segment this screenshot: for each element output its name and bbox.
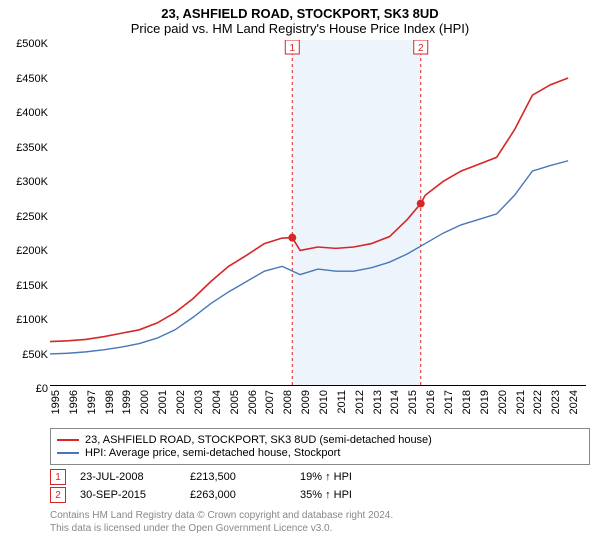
- x-tick-label: 2014: [389, 390, 401, 414]
- y-axis: £0£50K£100K£150K£200K£250K£300K£350K£400…: [0, 44, 48, 389]
- y-tick-label: £450K: [0, 73, 48, 85]
- x-tick-label: 2000: [139, 390, 151, 414]
- x-tick-label: 2024: [568, 390, 580, 414]
- x-tick-label: 1998: [104, 390, 116, 414]
- legend-swatch-2: [57, 452, 79, 454]
- sale-marker-box: 2: [50, 487, 66, 503]
- sales-row: 1 23-JUL-2008 £213,500 19% ↑ HPI: [50, 469, 600, 485]
- x-tick-label: 2017: [443, 390, 455, 414]
- x-tick-label: 2007: [264, 390, 276, 414]
- attribution-line1: Contains HM Land Registry data © Crown c…: [50, 509, 600, 522]
- y-tick-label: £500K: [0, 38, 48, 50]
- x-tick-label: 2011: [336, 390, 348, 414]
- x-tick-label: 2015: [407, 390, 419, 414]
- sales-row: 2 30-SEP-2015 £263,000 35% ↑ HPI: [50, 487, 600, 503]
- x-tick-label: 2001: [157, 390, 169, 414]
- svg-text:1: 1: [289, 43, 295, 54]
- legend-label-2: HPI: Average price, semi-detached house,…: [85, 447, 340, 459]
- legend-row-2: HPI: Average price, semi-detached house,…: [57, 447, 583, 459]
- y-tick-label: £300K: [0, 176, 48, 188]
- x-tick-label: 2019: [479, 390, 491, 414]
- sale-marker-box: 1: [50, 469, 66, 485]
- sales-table: 1 23-JUL-2008 £213,500 19% ↑ HPI 2 30-SE…: [50, 469, 600, 503]
- x-tick-label: 2003: [193, 390, 205, 414]
- x-tick-label: 1995: [50, 390, 62, 414]
- legend-label-1: 23, ASHFIELD ROAD, STOCKPORT, SK3 8UD (s…: [85, 434, 432, 446]
- chart-svg: 12: [50, 40, 586, 385]
- x-tick-label: 2004: [211, 390, 223, 414]
- y-tick-label: £350K: [0, 142, 48, 154]
- x-tick-label: 2005: [229, 390, 241, 414]
- x-tick-label: 2006: [247, 390, 259, 414]
- sale-price: £263,000: [190, 489, 300, 501]
- x-tick-label: 2023: [550, 390, 562, 414]
- attribution: Contains HM Land Registry data © Crown c…: [50, 509, 600, 535]
- legend-swatch-1: [57, 439, 79, 441]
- y-tick-label: £200K: [0, 245, 48, 257]
- chart-plot-area: 12: [50, 40, 586, 386]
- x-tick-label: 2002: [175, 390, 187, 414]
- y-tick-label: £250K: [0, 211, 48, 223]
- x-tick-label: 2008: [282, 390, 294, 414]
- x-tick-label: 2022: [532, 390, 544, 414]
- x-axis: 1995 1996 1997 1998 1999 2000 2001 2002 2003 2004…: [50, 386, 586, 426]
- x-tick-label: 1997: [86, 390, 98, 414]
- y-tick-label: £100K: [0, 314, 48, 326]
- y-tick-label: £50K: [0, 349, 48, 361]
- sale-delta: 19% ↑ HPI: [300, 471, 410, 483]
- x-tick-label: 2021: [515, 390, 527, 414]
- svg-text:2: 2: [418, 43, 424, 54]
- y-tick-label: £400K: [0, 107, 48, 119]
- sale-delta: 35% ↑ HPI: [300, 489, 410, 501]
- sale-date: 30-SEP-2015: [80, 489, 190, 501]
- attribution-line2: This data is licensed under the Open Gov…: [50, 522, 600, 535]
- legend: 23, ASHFIELD ROAD, STOCKPORT, SK3 8UD (s…: [50, 428, 590, 465]
- legend-row-1: 23, ASHFIELD ROAD, STOCKPORT, SK3 8UD (s…: [57, 434, 583, 446]
- y-tick-label: £150K: [0, 280, 48, 292]
- x-tick-label: 2020: [497, 390, 509, 414]
- y-tick-label: £0: [0, 383, 48, 395]
- x-tick-label: 2013: [372, 390, 384, 414]
- x-tick-label: 2016: [425, 390, 437, 414]
- sale-date: 23-JUL-2008: [80, 471, 190, 483]
- sale-price: £213,500: [190, 471, 300, 483]
- chart-title: 23, ASHFIELD ROAD, STOCKPORT, SK3 8UD: [0, 0, 600, 21]
- x-tick-label: 1999: [121, 390, 133, 414]
- x-tick-label: 2010: [318, 390, 330, 414]
- x-tick-label: 2012: [354, 390, 366, 414]
- x-tick-label: 2009: [300, 390, 312, 414]
- chart-subtitle: Price paid vs. HM Land Registry's House …: [0, 21, 600, 40]
- x-tick-label: 2018: [461, 390, 473, 414]
- x-tick-label: 1996: [68, 390, 80, 414]
